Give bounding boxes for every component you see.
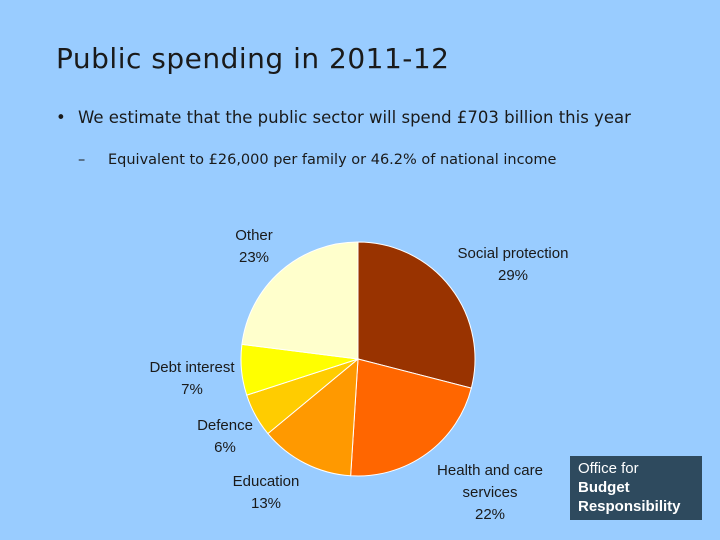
- slice-label-other: Other 23%: [235, 227, 273, 266]
- sub-bullet-point: – Equivalent to £26,000 per family or 46.…: [78, 152, 556, 168]
- pie-slice-social-protection: [357, 241, 476, 389]
- slice-label-debt-interest: Debt interest 7%: [149, 359, 235, 398]
- obr-logo: Office for Budget Responsibility: [570, 456, 702, 520]
- pie-slice-other: [241, 241, 359, 360]
- slice-label-social-protection: Social protection 29%: [458, 245, 569, 284]
- slice-label-defence: Defence 6%: [197, 417, 253, 456]
- bullet-marker: •: [56, 108, 66, 127]
- slice-label-health-and-care-services: Health and care services 22%: [437, 462, 543, 523]
- sub-bullet-text: Equivalent to £26,000 per family or 46.2…: [108, 152, 557, 168]
- sub-bullet-marker: –: [78, 152, 86, 168]
- page-title: Public spending in 2011-12: [56, 42, 450, 75]
- bullet-text: We estimate that the public sector will …: [78, 108, 631, 127]
- logo-line-3: Responsibility: [578, 498, 681, 515]
- slice-label-education: Education 13%: [233, 473, 300, 512]
- logo-line-2: Budget: [578, 479, 630, 496]
- bullet-point: • We estimate that the public sector will…: [56, 108, 631, 127]
- logo-line-1: Office for: [578, 460, 639, 477]
- pie-slice-health-and-care-services: [350, 358, 472, 477]
- pie-slice-education: [267, 357, 359, 477]
